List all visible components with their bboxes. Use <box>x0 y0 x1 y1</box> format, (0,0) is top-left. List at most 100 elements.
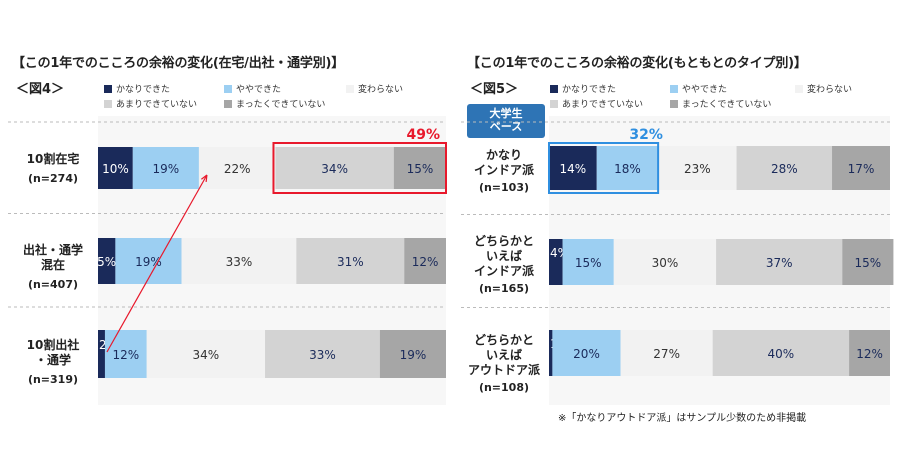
data-label: 40% <box>768 347 795 361</box>
legend-item: 変わらない <box>346 82 403 95</box>
bar-segment <box>716 239 843 285</box>
bar-segment <box>98 238 116 284</box>
legend-label: ややできた <box>236 85 282 95</box>
legend-label: まったくできていない <box>236 100 326 110</box>
legend-label: 変わらない <box>807 85 853 95</box>
trend-arrow <box>106 174 208 353</box>
highlight-box <box>272 142 448 194</box>
row-label-line: いえば <box>485 348 522 362</box>
legend-swatch <box>670 84 678 93</box>
legend-swatch <box>550 84 558 93</box>
legend-swatch <box>224 84 232 93</box>
data-label: 15% <box>575 256 602 270</box>
legend-item: ややできた <box>670 82 727 95</box>
right-figure-label: ＜図5＞ <box>470 82 519 97</box>
legend-swatch <box>104 84 112 93</box>
bar-segment <box>146 330 266 378</box>
legend-swatch <box>550 99 558 108</box>
bar-segment <box>181 238 297 284</box>
data-label: 20% <box>573 347 600 361</box>
data-label: 27% <box>653 347 680 361</box>
bar-segment <box>549 330 553 376</box>
data-label: 30% <box>652 256 679 270</box>
callout-label: 32% <box>629 127 663 143</box>
legend-item: まったくできていない <box>670 97 771 110</box>
row-label-line: 出社・通学 <box>22 243 83 257</box>
data-label: 33% <box>226 255 253 269</box>
bar-segment <box>549 146 597 190</box>
bar-segment <box>296 238 405 284</box>
data-label: 12% <box>856 347 883 361</box>
data-label: 19% <box>400 348 427 362</box>
bar-segment <box>562 239 614 285</box>
legend-label: あまりできていない <box>116 100 198 110</box>
legend-label: あまりできていない <box>562 100 644 110</box>
bar-segment <box>404 238 446 284</box>
row-label-line: どちらかと <box>473 234 534 248</box>
right-row-label-3: どちらかと いえば アウトドア派 (n=108) <box>460 333 548 395</box>
row-label-line: どちらかと <box>473 333 534 347</box>
row-label-line: 10割在宅 <box>26 152 80 166</box>
badge-line: 大学生 <box>489 107 523 120</box>
bar-segment <box>132 147 199 189</box>
legend-swatch <box>224 99 232 108</box>
data-label: 22% <box>224 162 251 176</box>
legend-swatch <box>795 84 803 93</box>
bar-segment <box>712 330 850 376</box>
legend-swatch <box>670 99 678 108</box>
bar-segment <box>379 330 446 378</box>
highlight-box <box>548 142 660 194</box>
left-row-label-3: 10割出社 ・通学 (n=319) <box>8 338 98 387</box>
row-label-line: インドア派 <box>473 163 534 177</box>
row-sample-size: (n=319) <box>27 373 79 386</box>
row-sample-size: (n=407) <box>27 278 79 291</box>
bar-segment <box>275 147 394 189</box>
legend-label: 変わらない <box>358 85 404 95</box>
data-label: 34% <box>321 162 348 176</box>
legend-label: ややできた <box>682 85 728 95</box>
legend-swatch <box>346 84 354 93</box>
bar-segment <box>104 330 147 378</box>
data-label: 15% <box>407 162 434 176</box>
bar-segment <box>620 330 713 376</box>
bar-segment <box>842 239 894 285</box>
row-label-line: アウトドア派 <box>467 363 540 377</box>
bar-segment <box>849 330 890 376</box>
bar-segment <box>736 146 833 190</box>
data-label: 19% <box>153 162 180 176</box>
row-label-line: いえば <box>485 249 522 263</box>
row-label-line: 10割出社 <box>26 338 80 352</box>
data-label: 12% <box>113 348 140 362</box>
legend-item: かなりできた <box>550 82 616 95</box>
bar-segment <box>832 146 890 190</box>
data-label: 12% <box>412 255 439 269</box>
row-sample-size: (n=108) <box>478 381 530 394</box>
legend-label: かなりできた <box>562 85 617 95</box>
data-label: 28% <box>771 162 798 176</box>
data-label: 14% <box>560 162 587 176</box>
callout-label: 49% <box>406 127 440 143</box>
bar-segment <box>613 239 717 285</box>
bar-segment <box>265 330 380 378</box>
row-label-line: ・通学 <box>34 353 71 367</box>
base-badge: 大学生 ベース <box>467 104 545 138</box>
legend-label: まったくできていない <box>682 100 772 110</box>
row-sample-size: (n=274) <box>27 172 79 185</box>
bar-segment <box>658 146 737 190</box>
left-row-label-1: 10割在宅 (n=274) <box>8 152 98 186</box>
data-label: 5% <box>97 255 116 269</box>
legend-item: あまりできていない <box>104 97 197 110</box>
badge-line: ベース <box>489 120 523 133</box>
bar-segment <box>98 147 133 189</box>
arrow-head <box>201 174 208 183</box>
legend-swatch <box>104 99 112 108</box>
right-row-label-2: どちらかと いえば インドア派 (n=165) <box>460 234 548 296</box>
right-chart-title: 【この1年でのこころの余裕の変化(もともとのタイプ別)】 <box>467 56 807 71</box>
data-label: 37% <box>766 256 793 270</box>
bar-segment <box>98 330 105 378</box>
bar-segment <box>115 238 182 284</box>
legend-item: まったくできていない <box>224 97 325 110</box>
data-label: 23% <box>684 162 711 176</box>
left-row-label-2: 出社・通学 混在 (n=407) <box>8 243 98 292</box>
